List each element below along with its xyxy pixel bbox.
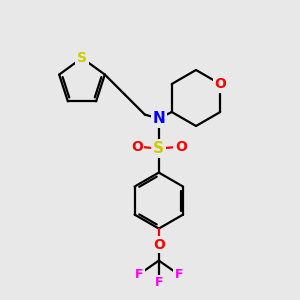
Text: S: S: [153, 141, 164, 156]
Text: O: O: [131, 140, 143, 154]
Text: O: O: [153, 238, 165, 252]
Text: F: F: [175, 268, 183, 281]
Text: O: O: [175, 140, 187, 154]
Text: F: F: [135, 268, 143, 281]
Text: F: F: [154, 276, 163, 289]
Text: S: S: [77, 51, 87, 65]
Text: N: N: [152, 111, 165, 126]
Text: O: O: [214, 77, 226, 91]
